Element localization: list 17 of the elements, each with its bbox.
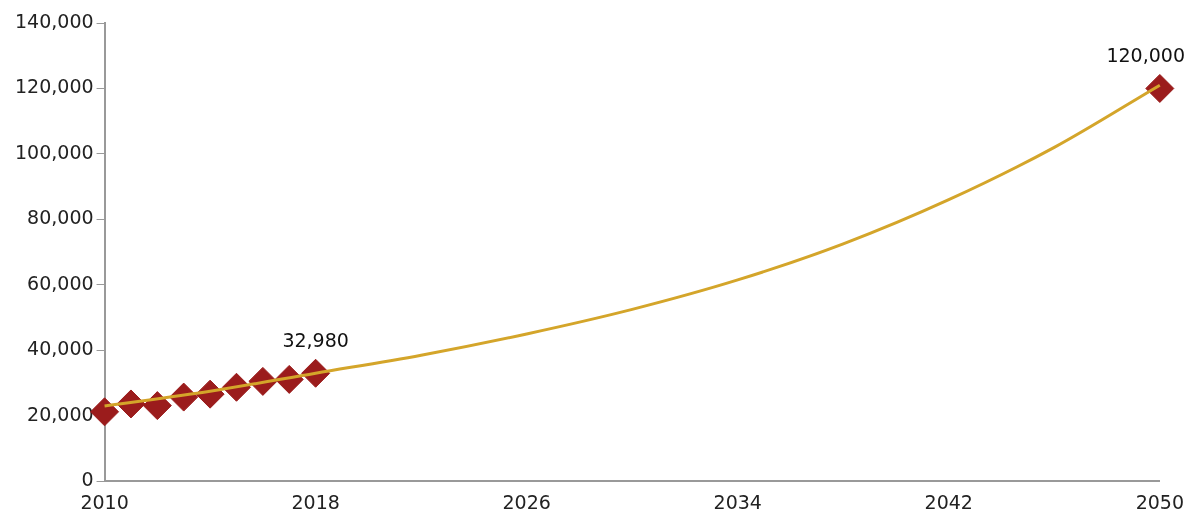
- x-tick-label: 2026: [502, 490, 551, 513]
- x-tick-label: 2010: [80, 490, 129, 513]
- x-tick-label: 2050: [1135, 490, 1184, 513]
- y-tick-label: 80,000: [27, 206, 94, 229]
- y-tick-label: 40,000: [27, 337, 94, 360]
- x-tick-label: 2042: [924, 490, 973, 513]
- y-tick-label: 140,000: [14, 9, 94, 32]
- x-tick-label: 2018: [291, 490, 340, 513]
- data-label: 120,000: [1106, 43, 1185, 66]
- y-tick-label: 0: [81, 468, 94, 491]
- y-tick-label: 120,000: [14, 75, 94, 98]
- y-tick-label: 100,000: [14, 140, 94, 163]
- point: [1145, 73, 1175, 103]
- y-tick-label: 60,000: [27, 271, 94, 294]
- y-tick-label: 20,000: [27, 402, 94, 425]
- data-label: 32,980: [282, 328, 349, 351]
- x-tick-label: 2034: [713, 490, 762, 513]
